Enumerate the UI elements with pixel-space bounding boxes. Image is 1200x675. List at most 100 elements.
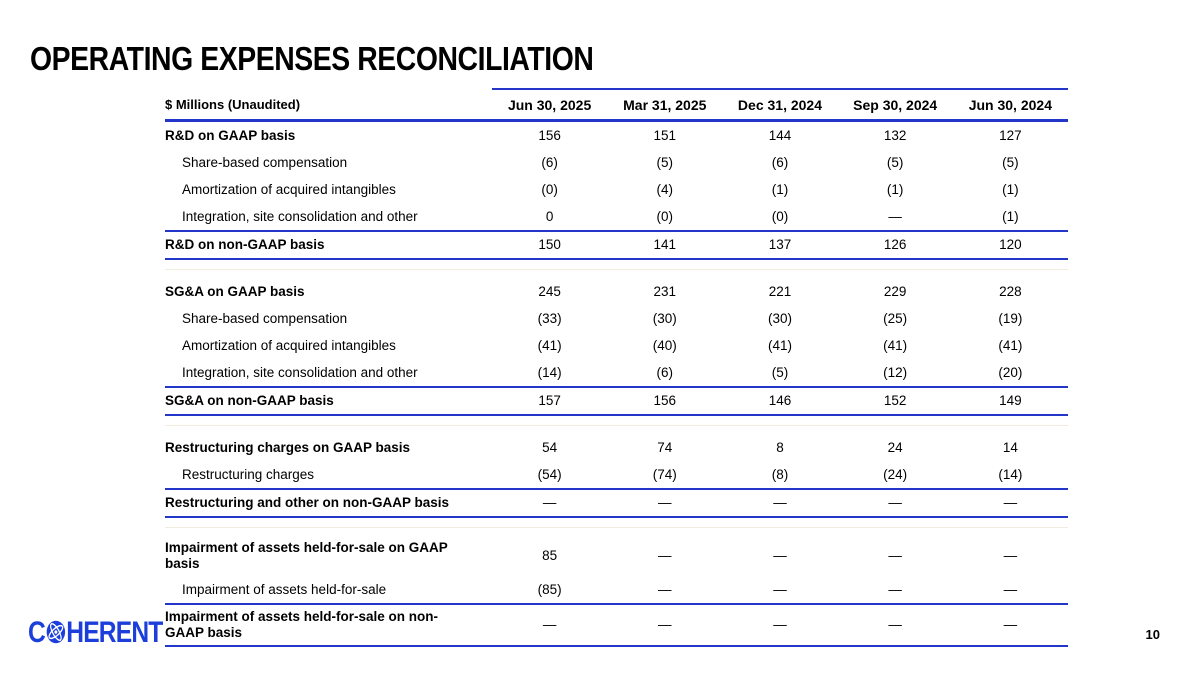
row-value: (0) xyxy=(541,181,558,197)
row-label: Impairment of assets held-for-sale on GA… xyxy=(165,540,448,571)
row-value: (85) xyxy=(537,581,562,597)
row-value: (12) xyxy=(883,364,908,380)
table-row: Impairment of assets held-for-sale on no… xyxy=(165,603,1068,647)
row-value: 144 xyxy=(768,127,792,143)
faint-divider xyxy=(165,268,1068,270)
row-value: — xyxy=(773,617,787,633)
table-row: SG&A on non-GAAP basis 157 156 146 152 149 xyxy=(165,386,1068,416)
table-row: Restructuring charges on GAAP basis 54 74 8… xyxy=(165,434,1068,461)
row-label: SG&A on non-GAAP basis xyxy=(165,393,334,409)
coherent-logo-text: C HERENT xyxy=(28,616,163,652)
row-value: (1) xyxy=(886,181,904,197)
table-row: R&D on GAAP basis 156 151 144 132 127 xyxy=(165,122,1068,149)
table-row: Share-based compensation (33) (30) (30) (25)… xyxy=(165,305,1068,332)
table-body: R&D on GAAP basis 156 151 144 132 127 Share-ba… xyxy=(165,122,1068,647)
row-value: (20) xyxy=(998,364,1023,380)
row-value: (5) xyxy=(1002,154,1019,170)
row-value: (19) xyxy=(998,310,1023,326)
column-headers: Jun 30, 2025 Mar 31, 2025 Dec 31, 2024 Sep … xyxy=(492,97,1068,113)
table-row: Share-based compensation (6) (5) (6) (5) (5) xyxy=(165,149,1068,176)
unit-label: $ Millions (Unaudited) xyxy=(165,97,301,112)
row-value: 54 xyxy=(542,439,558,455)
row-label: Integration, site consolidation and othe… xyxy=(182,208,418,224)
row-value: 245 xyxy=(538,283,561,299)
table-row: SG&A on GAAP basis 245 231 221 229 228 xyxy=(165,278,1068,305)
row-label: R&D on non-GAAP basis xyxy=(165,237,325,253)
row-value: (30) xyxy=(652,310,677,326)
row-value: (5) xyxy=(771,364,789,380)
column-header: Jun 30, 2025 xyxy=(507,96,592,113)
row-value: (1) xyxy=(771,181,789,197)
row-value: 221 xyxy=(768,283,792,299)
row-value: 85 xyxy=(542,548,558,564)
row-label: Restructuring charges on GAAP basis xyxy=(165,439,411,455)
row-value: (6) xyxy=(541,154,558,170)
row-value: (30) xyxy=(767,310,792,326)
table-row: Amortization of acquired intangibles (0) (… xyxy=(165,176,1068,203)
row-value: 120 xyxy=(999,237,1022,253)
section-spacer xyxy=(165,518,1068,536)
row-label: Restructuring and other on non-GAAP basi… xyxy=(165,495,450,511)
row-value: (5) xyxy=(656,154,674,170)
row-value: 127 xyxy=(999,127,1022,143)
row-label: R&D on GAAP basis xyxy=(165,127,296,143)
row-value: (40) xyxy=(652,337,677,353)
row-value: (8) xyxy=(771,466,789,482)
row-value: 228 xyxy=(999,283,1022,299)
coherent-logo: C HERENT xyxy=(28,616,192,652)
table-row: Integration, site consolidation and othe… xyxy=(165,359,1068,386)
row-value: (1) xyxy=(1002,208,1019,224)
row-value: 157 xyxy=(538,393,561,409)
row-value: 14 xyxy=(1002,439,1018,455)
row-value: (5) xyxy=(886,154,904,170)
table-row: Integration, site consolidation and othe… xyxy=(165,203,1068,230)
row-value: 146 xyxy=(768,393,792,409)
reconciliation-table: $ Millions (Unaudited) Jun 30, 2025 Mar 3… xyxy=(165,88,1068,647)
row-value: — xyxy=(773,495,787,511)
faint-divider xyxy=(165,526,1068,528)
table-top-rule xyxy=(492,88,1068,90)
row-value: (41) xyxy=(883,337,908,353)
row-value: (6) xyxy=(771,154,789,170)
row-value: — xyxy=(658,617,672,633)
row-value: (14) xyxy=(537,364,562,380)
row-value: — xyxy=(542,617,557,633)
row-value: 149 xyxy=(999,393,1022,409)
row-value: — xyxy=(888,548,902,564)
atom-icon xyxy=(46,618,66,652)
column-header: Mar 31, 2025 xyxy=(623,96,707,113)
row-value: — xyxy=(1003,581,1018,597)
row-value: (0) xyxy=(656,208,674,224)
row-value: — xyxy=(658,548,672,564)
row-value: — xyxy=(888,617,902,633)
row-label: Impairment of assets held-for-sale on no… xyxy=(165,609,439,640)
page-title: OPERATING EXPENSES RECONCILIATION xyxy=(30,40,594,77)
table-row: Restructuring and other on non-GAAP basi… xyxy=(165,488,1068,518)
table-row: Restructuring charges (54) (74) (8) (24) (14) xyxy=(165,461,1068,488)
section-spacer xyxy=(165,260,1068,278)
row-value: — xyxy=(658,581,672,597)
row-value: 74 xyxy=(657,439,673,455)
table-row: R&D on non-GAAP basis 150 141 137 126 120 xyxy=(165,230,1068,260)
row-label: Amortization of acquired intangibles xyxy=(182,337,396,353)
row-value: 229 xyxy=(883,283,907,299)
row-value: — xyxy=(773,581,787,597)
row-value: (1) xyxy=(1002,181,1019,197)
row-label: Amortization of acquired intangibles xyxy=(182,181,396,197)
row-value: 132 xyxy=(883,127,907,143)
logo-prefix: C xyxy=(28,616,46,649)
column-header: Jun 30, 2024 xyxy=(968,96,1052,113)
row-value: — xyxy=(773,548,787,564)
row-value: (14) xyxy=(998,466,1023,482)
row-value: 231 xyxy=(653,283,677,299)
row-value: (74) xyxy=(652,466,677,482)
row-value: 151 xyxy=(653,127,677,143)
table-header-row: $ Millions (Unaudited) Jun 30, 2025 Mar 3… xyxy=(165,90,1068,122)
row-value: (24) xyxy=(883,466,908,482)
row-value: (41) xyxy=(537,337,562,353)
row-value: — xyxy=(658,495,672,511)
faint-divider xyxy=(165,424,1068,426)
row-value: 150 xyxy=(538,237,561,253)
row-value: 141 xyxy=(653,237,677,253)
row-value: (0) xyxy=(771,208,789,224)
